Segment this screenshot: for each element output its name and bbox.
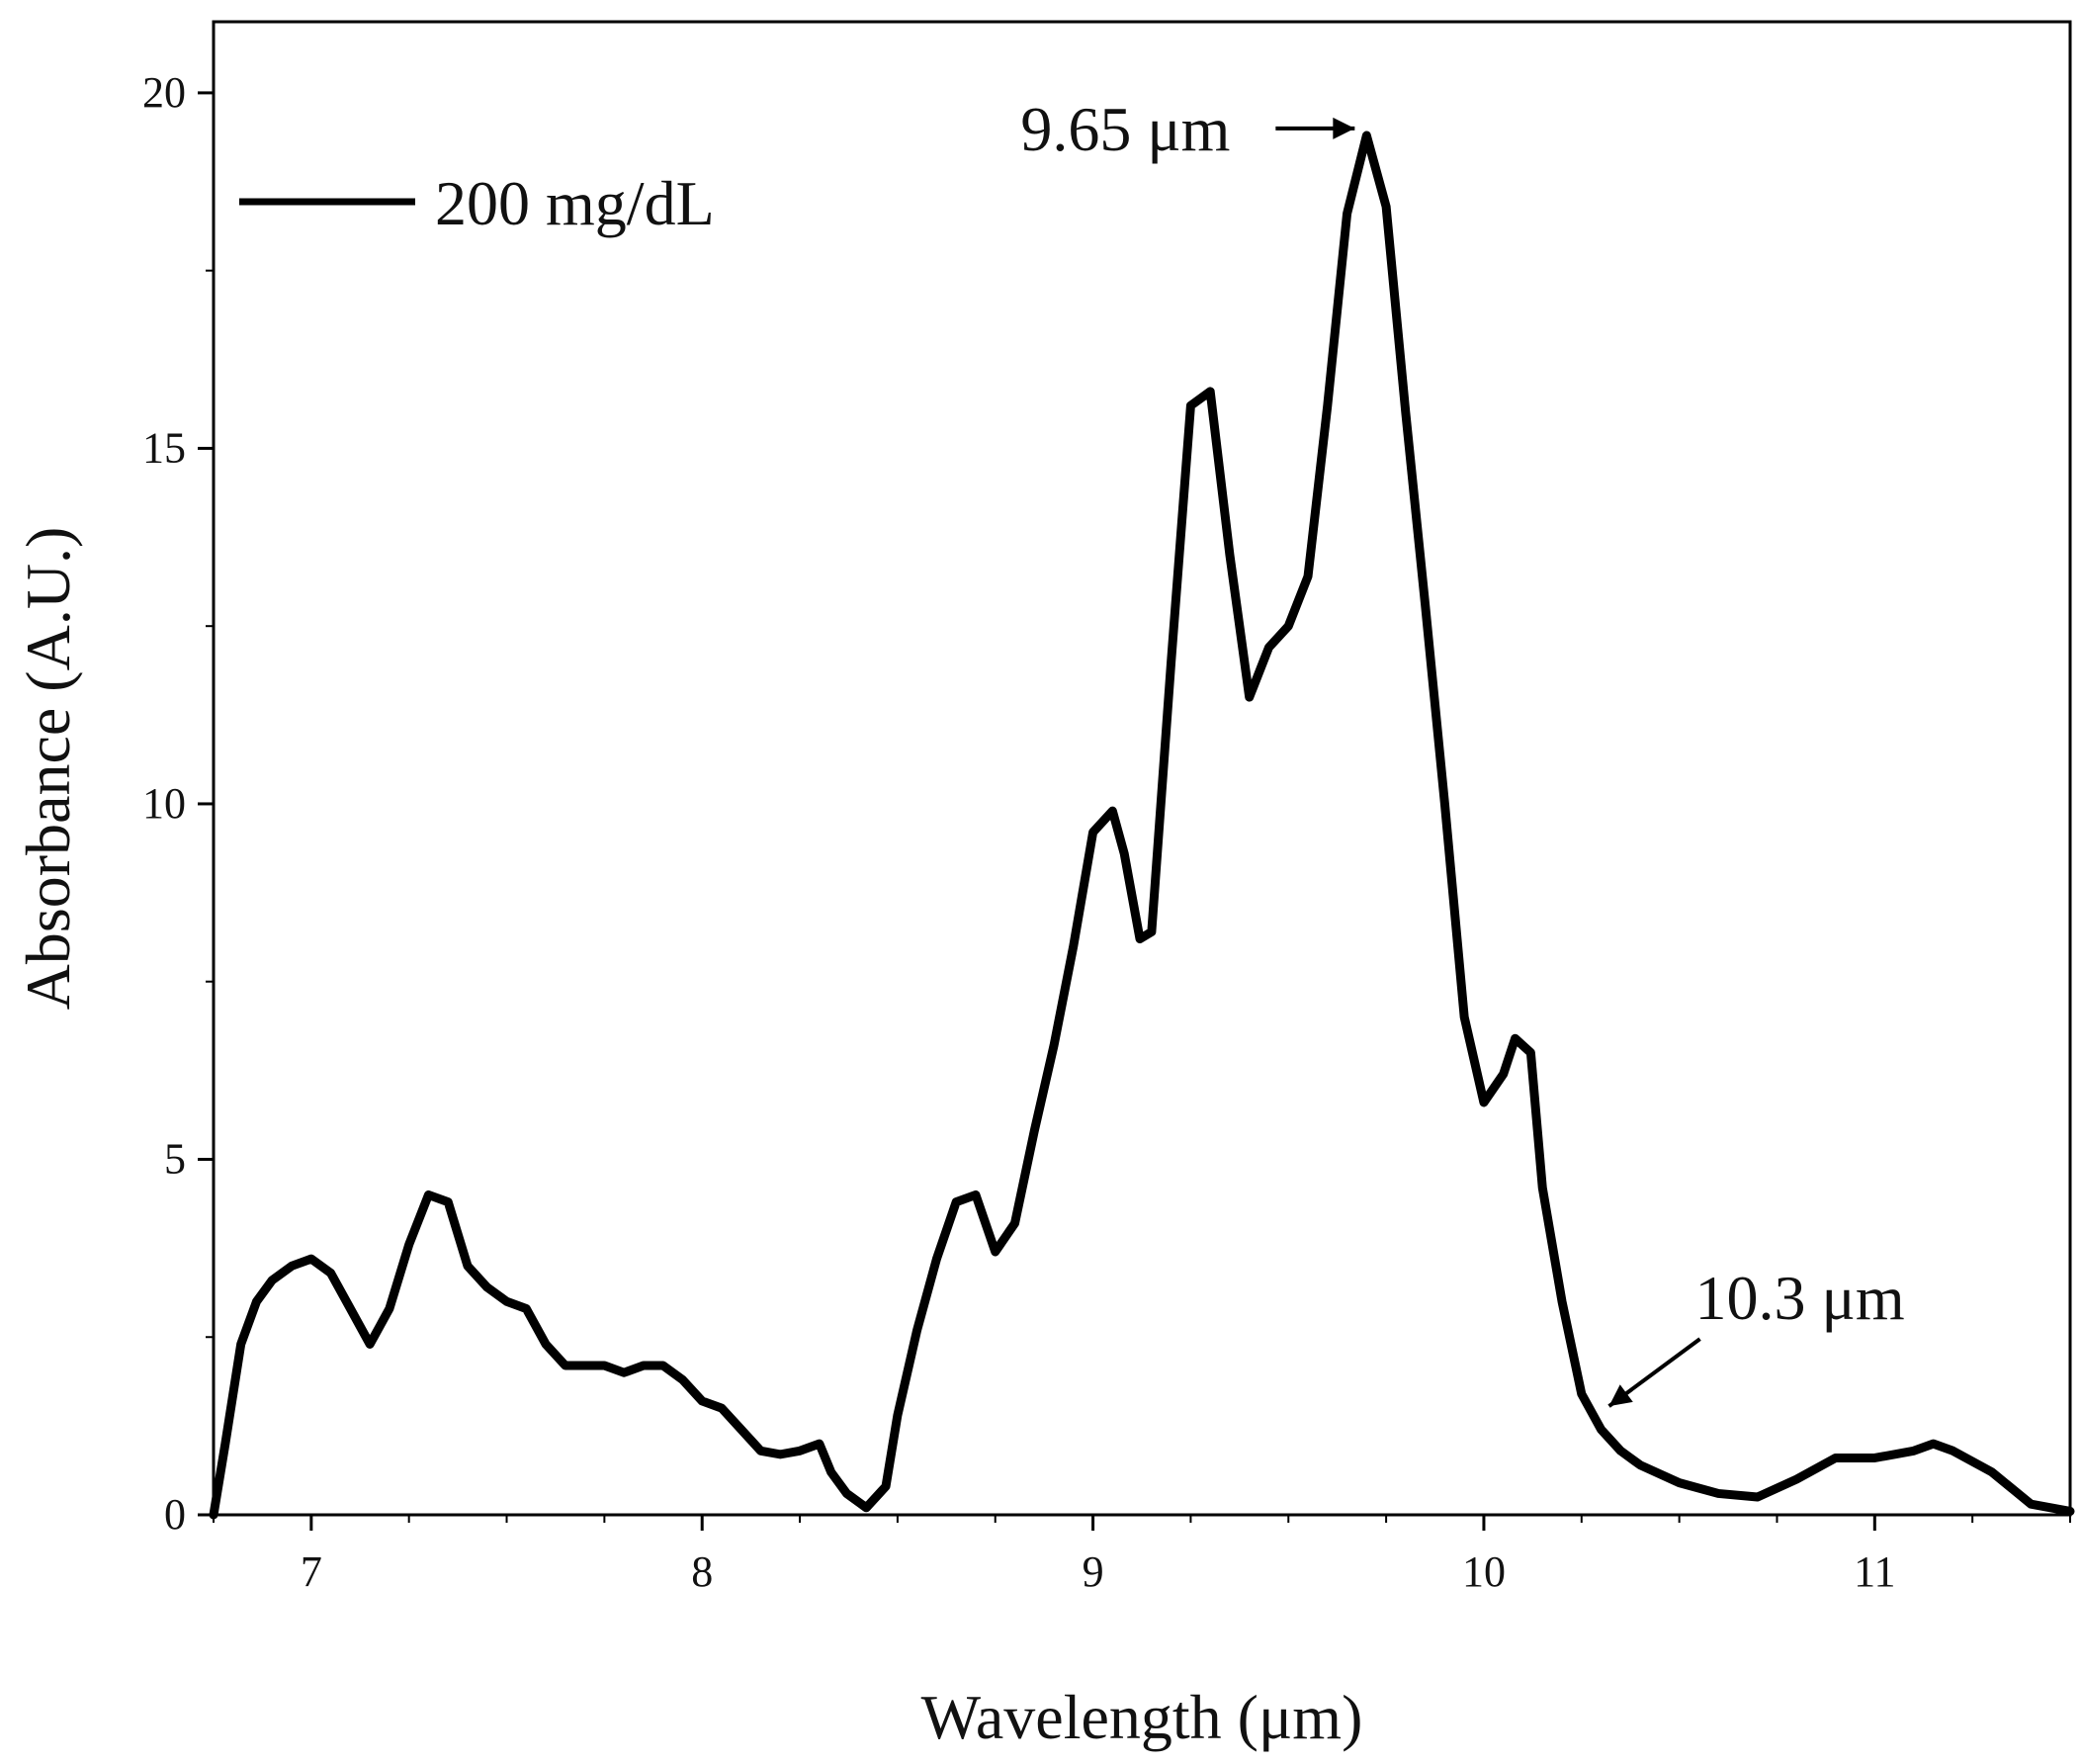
annotation-arrow-shoulder-head (1608, 1384, 1633, 1407)
y-tick-label-20: 20 (142, 68, 186, 117)
series-line-0 (209, 131, 2075, 1520)
x-tick-label-7: 7 (301, 1547, 322, 1596)
x-axis-label: Wavelength (μm) (921, 1682, 1363, 1752)
x-tick-label-9: 9 (1083, 1547, 1104, 1596)
x-tick-label-8: 8 (691, 1547, 713, 1596)
series-layer (209, 131, 2075, 1520)
x-tick-label-10: 10 (1462, 1547, 1506, 1596)
y-axis-ticks: 0 5 10 15 20 (142, 68, 214, 1539)
annotation-label-peak: 9.65 μm (1020, 94, 1230, 164)
plot-area: 7 8 9 10 11 0 5 10 15 20 9.65 μm 10.3 μm 200 mg/d… (142, 20, 2075, 1596)
axis-frame (212, 20, 2072, 1517)
y-tick-label-15: 15 (142, 423, 186, 472)
annotation-arrow-peak-head (1333, 117, 1355, 139)
y-axis-label: Absorbance (A.U.) (13, 527, 83, 1011)
annotation-label-shoulder: 10.3 μm (1695, 1263, 1905, 1333)
legend: 200 mg/dL (239, 168, 715, 238)
y-tick-label-10: 10 (142, 779, 186, 828)
annotations: 9.65 μm 10.3 μm (1020, 94, 1905, 1408)
y-tick-label-5: 5 (164, 1134, 186, 1183)
x-tick-label-11: 11 (1854, 1547, 1895, 1596)
x-axis-ticks: 7 8 9 10 11 (213, 1515, 2071, 1596)
y-tick-label-0: 0 (164, 1490, 186, 1539)
legend-label-200mgdl: 200 mg/dL (435, 168, 715, 238)
